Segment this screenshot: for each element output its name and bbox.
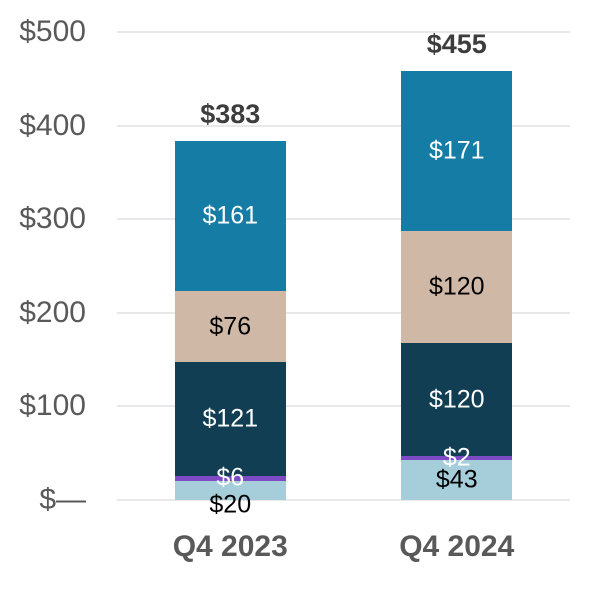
bar-total-label: $383 [200, 98, 261, 129]
y-gridline [117, 31, 570, 33]
y-gridline [117, 124, 570, 127]
y-axis-tick-label: $400 [19, 108, 86, 142]
bar-segment-dark-navy-segment [174, 362, 286, 476]
y-axis-tick-label: $300 [19, 202, 86, 236]
bar-segment-teal-segment [401, 71, 513, 232]
y-axis-tick-label: $500 [19, 15, 86, 48]
bar-segment-dark-navy-segment [401, 343, 513, 456]
bar-segment-value-label: $2 [442, 443, 471, 472]
bar-segment-value-label: $121 [202, 404, 259, 433]
bar-segment-value-label: $161 [202, 201, 259, 230]
bar-total-label: $455 [426, 29, 487, 60]
bar-segment-value-label: $6 [216, 463, 245, 492]
bar-segment-light-blue-segment [174, 481, 286, 500]
bar-segment-tan-segment [174, 291, 286, 363]
y-gridline [117, 405, 570, 408]
bar-segment-purple-segment [174, 475, 286, 482]
bar-segment-purple-segment [401, 455, 513, 460]
bar-segment-value-label: $120 [428, 385, 485, 414]
bar-segment-value-label: $76 [209, 312, 252, 341]
y-axis-tick-label: $200 [19, 295, 86, 329]
y-gridline [117, 218, 570, 221]
y-gridline [117, 311, 570, 314]
y-gridline [117, 499, 570, 501]
bar-segment-value-label: $171 [428, 136, 485, 165]
bar-segment-tan-segment [401, 231, 513, 344]
x-axis-category-label: Q4 2023 [172, 530, 288, 563]
y-axis-tick-label: $— [39, 483, 86, 516]
bar-segment-value-label: $20 [209, 490, 252, 519]
bar-segment-value-label: $43 [435, 465, 478, 494]
x-axis-category-label: Q4 2024 [399, 530, 515, 563]
bar-segment-light-blue-segment [401, 459, 513, 500]
bar-segment-teal-segment [174, 140, 286, 292]
y-axis-tick-label: $100 [19, 389, 86, 423]
bar-segment-value-label: $120 [428, 272, 485, 301]
